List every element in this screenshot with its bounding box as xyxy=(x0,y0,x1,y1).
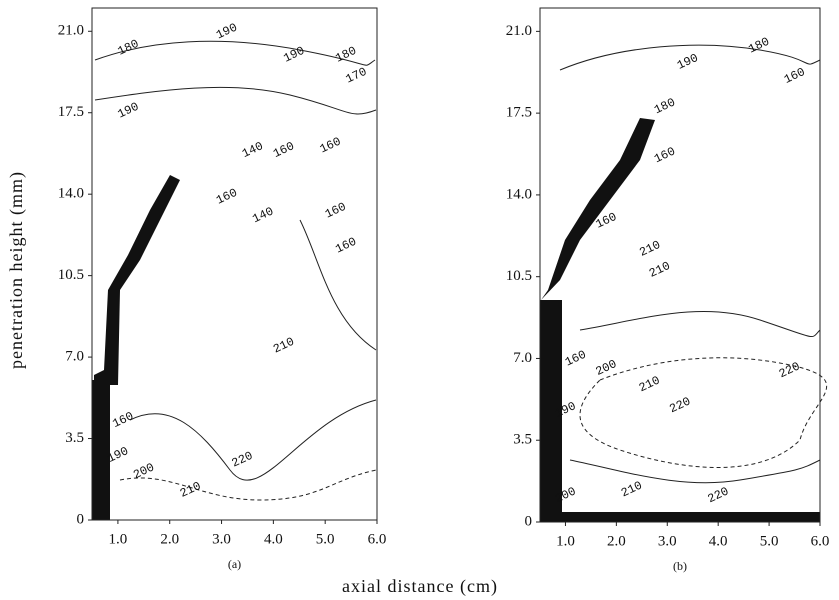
contour-label: 210 xyxy=(637,373,663,395)
plot-frame xyxy=(91,7,378,521)
contour-label: 180 xyxy=(116,37,142,59)
x-axis-label: axial distance (cm) xyxy=(342,576,498,597)
x-tick-label: 5.0 xyxy=(760,533,779,549)
contour-label: 160 xyxy=(110,409,136,431)
contour-label: 200 xyxy=(131,460,157,482)
contour-label: 140 xyxy=(240,139,266,161)
y-tick-label: 14.0 xyxy=(58,186,84,202)
x-tick-label: 3.0 xyxy=(658,533,677,549)
y-tick-label: 0 xyxy=(77,511,85,527)
y-tick-label: 14.0 xyxy=(506,186,532,202)
x-tick-label: 2.0 xyxy=(607,533,626,549)
dense-region xyxy=(540,300,562,522)
contour-label: 220 xyxy=(667,394,693,416)
contour-label: 180 xyxy=(746,35,772,57)
y-tick-label: 21.0 xyxy=(506,23,532,39)
contour-label: 160 xyxy=(652,144,678,166)
y-tick-label: 17.5 xyxy=(506,105,532,121)
y-tick-label: 10.5 xyxy=(58,267,84,283)
contour-line xyxy=(94,40,376,66)
contour-label: 160 xyxy=(333,235,359,257)
contour-label: 210 xyxy=(619,479,645,501)
contour-label: 210 xyxy=(637,238,663,260)
contour-line xyxy=(559,44,821,71)
y-tick-label: 7.0 xyxy=(513,350,532,366)
contour-label: 180 xyxy=(652,95,678,117)
contour-label: 220 xyxy=(230,449,256,471)
contour-label: 160 xyxy=(563,348,589,370)
dense-region xyxy=(540,512,820,522)
dense-region xyxy=(94,175,180,385)
x-tick-label: 5.0 xyxy=(316,531,335,547)
y-tick-label: 3.5 xyxy=(65,430,84,446)
contour-line xyxy=(299,219,377,351)
x-tick-label: 3.0 xyxy=(212,531,231,547)
contour-line xyxy=(569,459,821,484)
y-tick-label: 21.0 xyxy=(58,23,84,39)
y-tick-label: 7.0 xyxy=(65,349,84,365)
y-tick-label: 10.5 xyxy=(506,268,532,284)
contour-label: 210 xyxy=(178,479,204,501)
contour-label: 210 xyxy=(271,335,297,357)
contour-label: 170 xyxy=(344,65,370,87)
y-tick-label: 17.5 xyxy=(58,104,84,120)
contour-label: 220 xyxy=(706,484,732,506)
x-tick-label: 6.0 xyxy=(368,531,387,547)
x-tick-label: 1.0 xyxy=(556,533,575,549)
contour-label: 140 xyxy=(250,204,276,226)
panel-caption: (a) xyxy=(228,557,241,571)
x-tick-label: 1.0 xyxy=(109,531,128,547)
contour-label: 190 xyxy=(675,51,701,73)
y-tick-label: 0 xyxy=(525,513,533,529)
contour-label: 160 xyxy=(782,65,808,87)
contour-label: 190 xyxy=(214,21,240,43)
panel-caption: (b) xyxy=(673,559,687,573)
x-tick-label: 4.0 xyxy=(264,531,283,547)
x-tick-label: 2.0 xyxy=(160,531,179,547)
y-axis-label: penetration height (mm) xyxy=(6,171,27,369)
contour-label: 160 xyxy=(323,200,349,222)
contour-label: 200 xyxy=(594,357,620,379)
x-tick-label: 4.0 xyxy=(709,533,728,549)
contour-line xyxy=(579,357,828,468)
contour-sketch-b xyxy=(540,44,828,522)
contour-label: 160 xyxy=(214,186,240,208)
contour-sketch-a xyxy=(92,40,377,520)
contour-label: 190 xyxy=(116,100,142,122)
dense-region xyxy=(541,118,655,300)
dense-region xyxy=(92,380,110,520)
contour-line xyxy=(129,399,377,481)
x-tick-label: 6.0 xyxy=(811,533,830,549)
contour-label: 160 xyxy=(318,135,344,157)
plot-frame xyxy=(539,7,821,523)
contour-line xyxy=(579,310,821,338)
contour-label: 160 xyxy=(271,139,297,161)
y-tick-label: 3.5 xyxy=(513,432,532,448)
contour-line xyxy=(94,86,377,115)
contour-line xyxy=(119,469,377,501)
contour-label: 210 xyxy=(647,259,673,281)
